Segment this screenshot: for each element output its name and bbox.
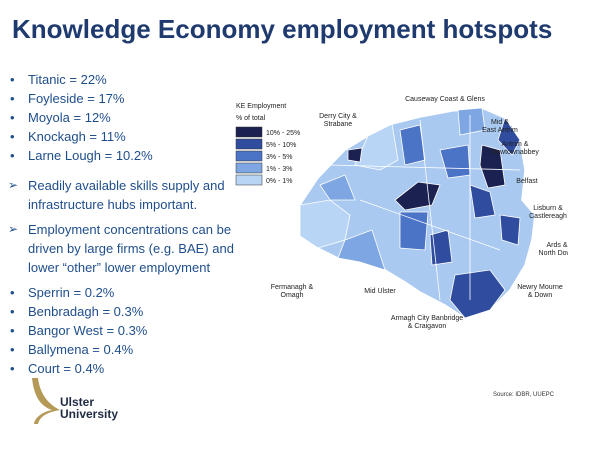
bullet: Titanic = 22% [8,70,153,89]
legend-swatch [235,138,263,150]
legend-swatch [235,174,263,186]
region-label: Ards & [546,242,567,249]
region-label: Antrim & [502,141,529,148]
region-label: North Down [539,250,568,257]
source: Source: IDBR, UUEPC [493,392,555,398]
map: KE Employment % of total 10% - 25% 5% - 10%… [235,96,568,330]
bullet: Knockagh = 11% [8,127,153,146]
top-bullets: Titanic = 22%Foyleside = 17%Moyola = 12%… [8,70,153,165]
logo-line: University [60,407,118,421]
region-label: Strabane [324,121,353,128]
region-label: Belfast [516,178,537,185]
bullet: Employment concentrations can be driven … [8,220,253,277]
legend-swatch [235,150,263,162]
logo: Ulster University [30,376,125,431]
logo-line: Ulster [60,395,94,409]
legend-label: 0% - 1% [266,178,292,185]
bottom-bullets: Sperrin = 0.2%Benbradagh = 0.3%Bangor We… [8,283,147,378]
region-labels: Causeway Coast & Glens Derry City &Straba… [271,96,568,330]
region-label: Mid & [491,119,509,126]
title: Knowledge Economy employment hotspots [12,14,553,44]
bullet: Bangor West = 0.3% [8,321,147,340]
bullet: Readily available skills supply and infr… [8,176,253,214]
region-label: Castlereagh [529,213,567,220]
legend-label: 3% - 5% [266,154,292,161]
region-label: Newry Mourne [517,284,563,291]
legend-swatch [235,162,263,174]
wards [299,107,521,319]
legend-label: 10% - 25% [266,130,300,137]
legend-subtitle: % of total [236,115,266,122]
bullet: Moyola = 12% [8,108,153,127]
legend-title: KE Employment [236,103,286,110]
bullet: Court = 0.4% [8,359,147,378]
bullet: Sperrin = 0.2% [8,283,147,302]
region-label: & Down [528,292,553,299]
legend-label: 1% - 3% [266,166,292,173]
logo-mark: Ulster University [32,378,118,424]
region-label: Newtownabbey [491,149,539,156]
bullet: Benbradagh = 0.3% [8,302,147,321]
region-label: Armagh City Banbridge [391,315,463,322]
points: Readily available skills supply and infr… [8,176,253,283]
legend-label: 5% - 10% [266,142,296,149]
legend: KE Employment % of total 10% - 25% 5% - 10%… [235,103,300,186]
region-label: Derry City & [319,113,357,120]
bullet: Larne Lough = 10.2% [8,146,153,165]
bullet: Foyleside = 17% [8,89,153,108]
region-label: Fermanagh & [271,284,314,291]
region-label: Causeway Coast & Glens [405,96,485,103]
legend-swatch [235,126,263,138]
bullet: Ballymena = 0.4% [8,340,147,359]
region-label: Omagh [281,292,304,299]
region-label: & Craigavon [408,323,447,330]
region-label: East Antrim [482,127,518,134]
region-label: Lisburn & [533,205,563,212]
region-label: Mid Ulster [364,288,396,295]
